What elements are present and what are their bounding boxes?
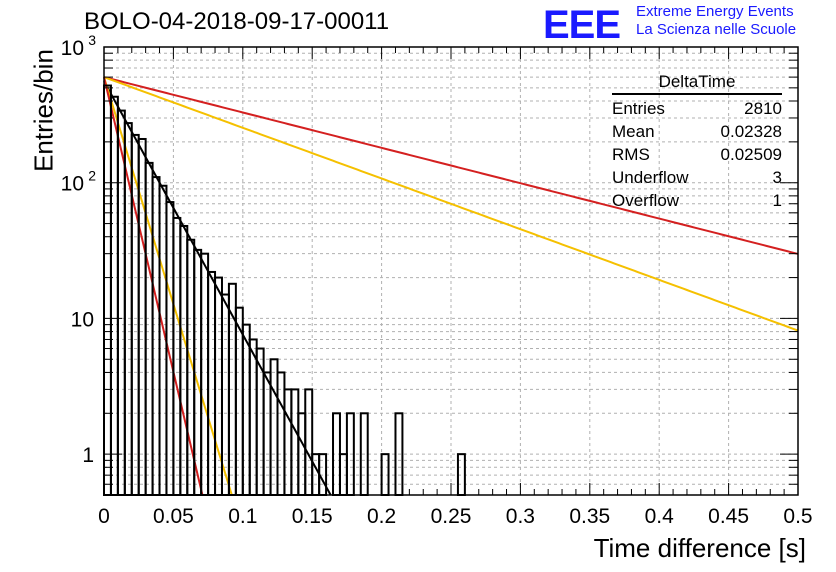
logo-line-2: La Scienza nelle Scuole bbox=[636, 21, 797, 38]
histogram-bin bbox=[304, 388, 314, 496]
fit-curve bbox=[103, 76, 799, 255]
stats-value: 0.02328 bbox=[720, 122, 782, 141]
histogram-bin bbox=[276, 371, 286, 496]
chart-title: BOLO-04-2018-09-17-00011 bbox=[84, 8, 390, 35]
histogram-bin bbox=[151, 176, 161, 496]
stats-row: Entries 2810 bbox=[612, 97, 782, 120]
histogram-bin bbox=[241, 323, 251, 496]
histogram-bin bbox=[290, 388, 300, 496]
stats-row: Mean 0.02328 bbox=[612, 120, 782, 143]
y-tick-exponent: 3 bbox=[88, 32, 96, 48]
logo-line-1: Extreme Energy Events bbox=[636, 3, 794, 20]
x-tick-label: 0.4 bbox=[645, 505, 675, 528]
y-tick-exponent: 2 bbox=[88, 168, 96, 184]
stats-value: 2810 bbox=[744, 99, 782, 118]
histogram-bin bbox=[262, 371, 272, 496]
histogram-bin bbox=[179, 224, 189, 497]
stats-box: DeltaTime Entries 2810 Mean 0.02328 RMS 0.025… bbox=[612, 70, 782, 212]
stats-row: Overflow 1 bbox=[612, 189, 782, 212]
eee-logo: EEE bbox=[543, 3, 621, 47]
x-tick-label: 0.1 bbox=[228, 505, 257, 528]
y-tick-label: 10 bbox=[71, 308, 94, 331]
y-tick-label: 10 bbox=[61, 173, 84, 196]
x-tick-label: 0.25 bbox=[431, 505, 472, 528]
histogram-bin bbox=[116, 109, 126, 496]
histogram-bin bbox=[200, 252, 210, 496]
x-tick-label: 0 bbox=[98, 505, 110, 528]
stats-label: Underflow bbox=[612, 168, 689, 187]
y-tick-label: 1 bbox=[82, 444, 94, 467]
x-tick-label: 0.45 bbox=[708, 505, 749, 528]
stats-value: 1 bbox=[772, 191, 782, 210]
x-tick-label: 0.5 bbox=[783, 505, 812, 528]
x-tick-label: 0.15 bbox=[292, 505, 333, 528]
fit-curve bbox=[103, 80, 332, 496]
histogram-bin bbox=[172, 216, 182, 496]
stats-row: RMS 0.02509 bbox=[612, 143, 782, 166]
fit-curve bbox=[103, 76, 799, 332]
logo-text: Extreme Energy Events La Scienza nelle S… bbox=[636, 3, 796, 39]
stats-label: Overflow bbox=[612, 191, 680, 210]
stats-value: 0.02509 bbox=[720, 145, 782, 164]
histogram-bin bbox=[269, 358, 279, 496]
x-tick-label: 0.3 bbox=[506, 505, 535, 528]
stats-row: Underflow 3 bbox=[612, 166, 782, 189]
histogram-bin bbox=[248, 338, 258, 496]
histogram-bin bbox=[103, 84, 112, 497]
x-tick-label: 0.35 bbox=[569, 505, 610, 528]
x-axis-label: Time difference [s] bbox=[593, 533, 806, 563]
fit-curve bbox=[103, 76, 233, 496]
histogram-bin bbox=[109, 95, 119, 497]
stats-box-title: DeltaTime bbox=[612, 70, 782, 95]
stats-value: 3 bbox=[772, 168, 782, 187]
stats-label: Entries bbox=[612, 99, 665, 118]
stats-label: Mean bbox=[612, 122, 655, 141]
y-tick-label: 10 bbox=[61, 37, 84, 60]
stats-label: RMS bbox=[612, 145, 650, 164]
x-tick-label: 0.05 bbox=[153, 505, 194, 528]
x-tick-label: 0.2 bbox=[367, 505, 396, 528]
histogram-bin bbox=[207, 270, 217, 496]
histogram-bin bbox=[283, 388, 293, 496]
